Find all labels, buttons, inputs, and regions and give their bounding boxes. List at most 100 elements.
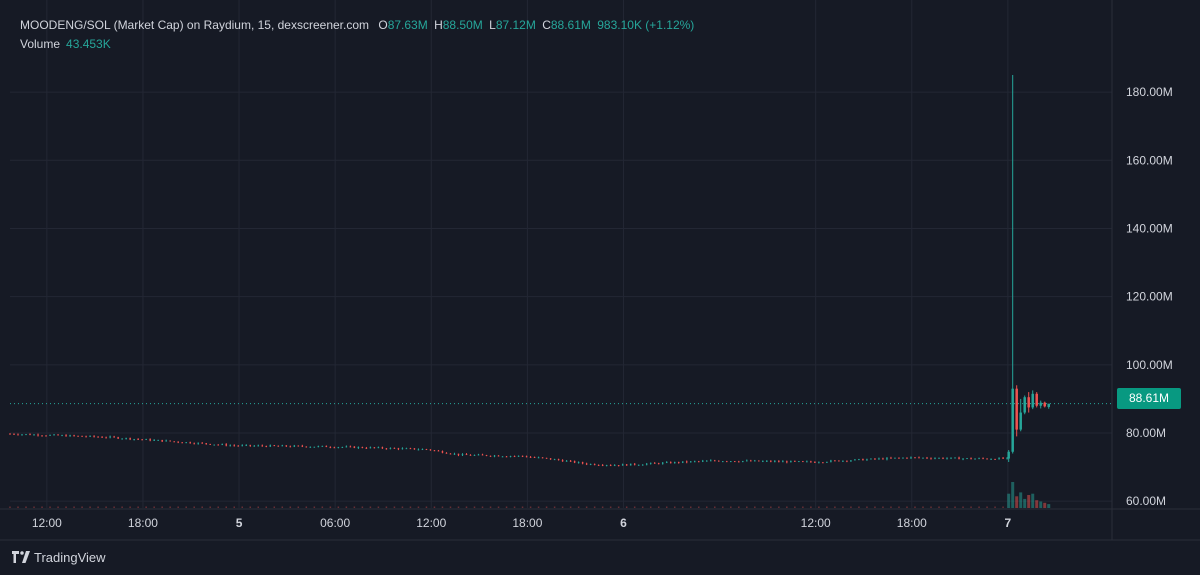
volume-bar: [930, 506, 932, 508]
volume-bar: [417, 506, 420, 508]
candle-body: [565, 460, 568, 462]
volume-bar: [665, 506, 668, 508]
volume-bar: [818, 506, 820, 508]
candle-body: [349, 446, 352, 448]
volume-bar: [641, 506, 644, 508]
volume-bar: [569, 506, 572, 508]
volume-bar: [273, 506, 276, 508]
volume-bar: [265, 506, 268, 508]
volume-bar: [561, 506, 564, 508]
candle-body: [49, 434, 51, 436]
x-tick-label: 12:00: [801, 516, 831, 530]
candle-body: [706, 460, 708, 462]
candle-body: [453, 453, 456, 455]
volume-bar: [193, 506, 195, 508]
volume-bar: [409, 506, 412, 508]
candle-body: [978, 458, 980, 460]
candle-body: [585, 463, 588, 465]
volume-bar: [946, 506, 948, 508]
candle-body: [113, 436, 115, 438]
x-tick-label: 06:00: [320, 516, 350, 530]
last-price-tag: 88.61M: [1117, 388, 1181, 409]
volume-bar: [97, 506, 99, 508]
candle-body: [521, 455, 524, 457]
candle-body: [429, 449, 432, 451]
volume-bar: [385, 506, 388, 508]
volume-bar: [129, 506, 131, 508]
volume-bar: [121, 506, 123, 508]
legend-high: H88.50M: [434, 18, 483, 32]
candle-body: [954, 457, 956, 459]
candle-body: [581, 462, 584, 464]
volume-bar: [994, 506, 996, 508]
volume-bar: [369, 506, 372, 508]
volume-bar: [57, 506, 59, 508]
candle-body: [209, 443, 211, 445]
volume-bar: [914, 506, 916, 508]
candle-body: [377, 447, 380, 449]
volume-bar: [794, 506, 796, 508]
candle-body: [605, 465, 608, 467]
candle-body: [926, 457, 928, 459]
candle-body: [874, 458, 876, 460]
candle-body: [621, 464, 624, 466]
x-tick-label: 6: [620, 516, 627, 530]
volume-bar: [153, 506, 155, 508]
volume-legend: Volume 43.453K: [20, 37, 111, 51]
candle-body: [369, 447, 372, 449]
candle-body: [45, 435, 47, 437]
volume-bar: [425, 506, 428, 508]
candle-body: [902, 457, 904, 459]
volume-bar: [17, 506, 19, 508]
grid: [10, 0, 1112, 508]
candle-body: [153, 439, 155, 441]
candle-body: [698, 461, 700, 463]
volume-bar: [209, 506, 211, 508]
candle-body: [693, 461, 696, 463]
candle-body: [966, 458, 968, 460]
volume-bar: [433, 506, 436, 508]
candle-body: [942, 457, 944, 459]
volume-bar: [513, 506, 516, 508]
volume-bar: [361, 506, 364, 508]
volume-bar: [906, 506, 908, 508]
candle-body: [533, 457, 536, 459]
candle-body: [982, 458, 984, 460]
candle-body: [77, 435, 79, 437]
candle-body: [513, 456, 516, 458]
candle-body: [862, 458, 864, 461]
volume-bar: [1019, 492, 1023, 508]
volume-bar: [353, 506, 356, 508]
candle-body: [325, 445, 328, 448]
volume-bar: [169, 506, 171, 508]
candle-body: [293, 445, 296, 447]
candle-body: [677, 461, 680, 463]
volume-bar: [706, 506, 708, 508]
candle-body: [886, 457, 888, 460]
volume-bar: [617, 506, 620, 508]
candle-body: [1011, 388, 1014, 452]
candle-body: [33, 434, 35, 436]
candle-body: [17, 434, 19, 436]
candle-body: [649, 462, 652, 464]
candle-body: [597, 464, 600, 466]
candle-body: [830, 460, 832, 462]
candle-body: [505, 456, 508, 458]
volume-bar: [786, 506, 788, 508]
candle-body: [417, 449, 420, 451]
candle-body: [553, 459, 556, 461]
candle-body: [842, 460, 844, 462]
candle-body: [810, 461, 812, 463]
candle-body: [213, 444, 215, 446]
volume-bar: [137, 506, 139, 508]
candle-body: [265, 445, 268, 447]
candle-body: [433, 450, 436, 452]
candle-body: [822, 462, 824, 464]
volume-bar: [177, 506, 179, 508]
candle-body: [726, 461, 728, 463]
tradingview-brand[interactable]: TradingView: [12, 548, 106, 566]
candle-body: [613, 465, 616, 467]
candle-body: [177, 441, 179, 443]
